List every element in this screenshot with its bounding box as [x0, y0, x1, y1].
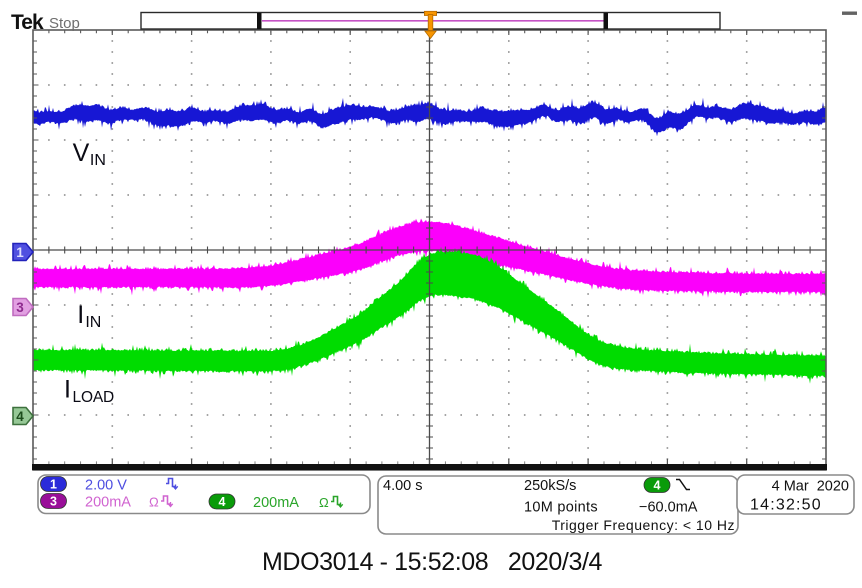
svg-text:14:32:50: 14:32:50	[750, 497, 822, 514]
svg-text:10M points: 10M points	[524, 500, 598, 516]
svg-text:4: 4	[16, 409, 24, 424]
svg-text:1: 1	[50, 478, 57, 492]
svg-text:200mA: 200mA	[253, 495, 299, 511]
svg-text:2.00 V: 2.00 V	[85, 478, 127, 494]
svg-text:−60.0mA: −60.0mA	[639, 500, 698, 516]
svg-text:MDO3014 - 15:52:08 2020/3/4: MDO3014 - 15:52:08 2020/3/4	[262, 548, 603, 576]
svg-text:4: 4	[654, 479, 661, 493]
svg-text:4: 4	[219, 495, 226, 509]
svg-text:250kS/s: 250kS/s	[524, 478, 576, 494]
svg-text:Stop: Stop	[49, 15, 80, 32]
svg-text:Tek: Tek	[11, 11, 44, 34]
svg-text:1: 1	[16, 245, 24, 260]
svg-text:Ω: Ω	[149, 495, 159, 510]
svg-text:4.00 s: 4.00 s	[383, 478, 423, 494]
svg-text:3: 3	[16, 300, 24, 315]
svg-text:VIN: VIN	[73, 139, 106, 169]
svg-text:Trigger Frequency: < 10 Hz: Trigger Frequency: < 10 Hz	[552, 517, 735, 533]
svg-text:3: 3	[50, 495, 57, 509]
svg-text:200mA: 200mA	[85, 495, 131, 511]
svg-text:4 Mar 2020: 4 Mar 2020	[772, 479, 849, 495]
svg-text:Ω: Ω	[319, 495, 329, 510]
